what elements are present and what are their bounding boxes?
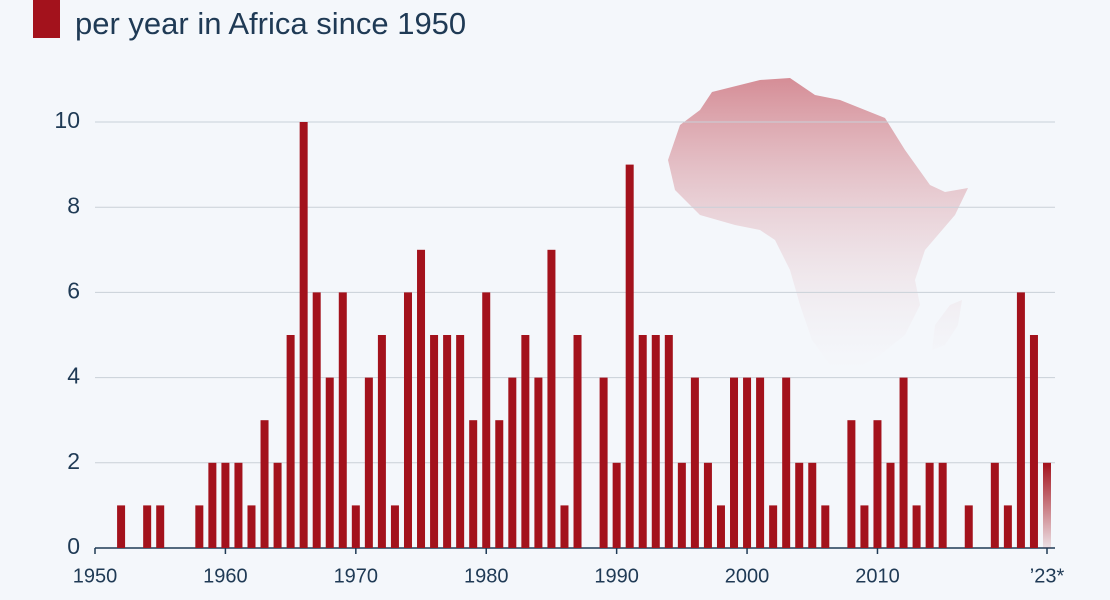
bar [508,377,517,548]
bar [925,462,934,548]
bar [756,377,765,548]
bar [469,420,478,548]
bar [534,377,543,548]
bar [325,377,334,548]
bar [221,462,230,548]
y-tick-label: 0 [67,533,80,559]
bar [377,335,386,548]
bar [886,462,895,548]
bar [495,420,504,548]
bar [795,462,804,548]
bar [1016,292,1025,548]
title-marker [33,0,60,38]
bar [912,505,921,548]
bar [521,335,530,548]
bar [899,377,908,548]
bar [873,420,882,548]
bar [390,505,399,548]
x-tick-label: ’23* [1030,565,1065,587]
bar [638,335,647,548]
bar [1043,462,1051,548]
chart-title: per year in Africa since 1950 [75,6,466,41]
bar [964,505,973,548]
bar [612,462,621,548]
bar [782,377,791,548]
y-tick-label: 6 [67,277,80,303]
bar [990,462,999,548]
x-tick-label: 1990 [594,565,639,587]
y-tick-label: 10 [54,107,80,133]
x-tick-label: 2000 [725,565,770,587]
bar [769,505,778,548]
x-tick-label: 1980 [464,565,509,587]
bar [730,377,739,548]
bar [195,505,204,548]
bar [312,292,321,548]
bar [743,377,752,548]
bar [403,292,412,548]
bar [664,335,673,548]
y-tick-label: 8 [67,192,80,218]
bar [273,462,282,548]
bar [299,122,308,548]
bar [1029,335,1038,548]
bar [351,505,360,548]
bar [703,462,712,548]
bar [417,249,426,549]
bar [286,335,295,548]
bar [847,420,856,548]
bar [430,335,439,548]
y-tick-label: 4 [67,363,80,389]
bar [625,164,634,548]
bar [821,505,830,548]
bar [677,462,686,548]
bar [234,462,243,548]
bar [338,292,347,548]
bar [156,505,165,548]
bar [599,377,608,548]
bar [560,505,569,548]
bar [690,377,699,548]
x-tick-label: 2010 [855,565,900,587]
bar [143,505,152,548]
bar [443,335,452,548]
y-tick-label: 2 [67,448,80,474]
bar [938,462,947,548]
bar [456,335,465,548]
bar [208,462,217,548]
x-tick-label: 1970 [334,565,379,587]
bar [117,505,126,548]
bar [547,249,556,549]
bar [364,377,373,548]
bar [860,505,869,548]
bar [651,335,660,548]
bar [247,505,256,548]
bar [716,505,725,548]
bar [808,462,817,548]
x-tick-label: 1950 [73,565,118,587]
bar [482,292,491,548]
x-tick-label: 1960 [203,565,248,587]
bar [1003,505,1012,548]
africa-map [668,78,968,370]
bar [260,420,269,548]
bar [573,335,582,548]
